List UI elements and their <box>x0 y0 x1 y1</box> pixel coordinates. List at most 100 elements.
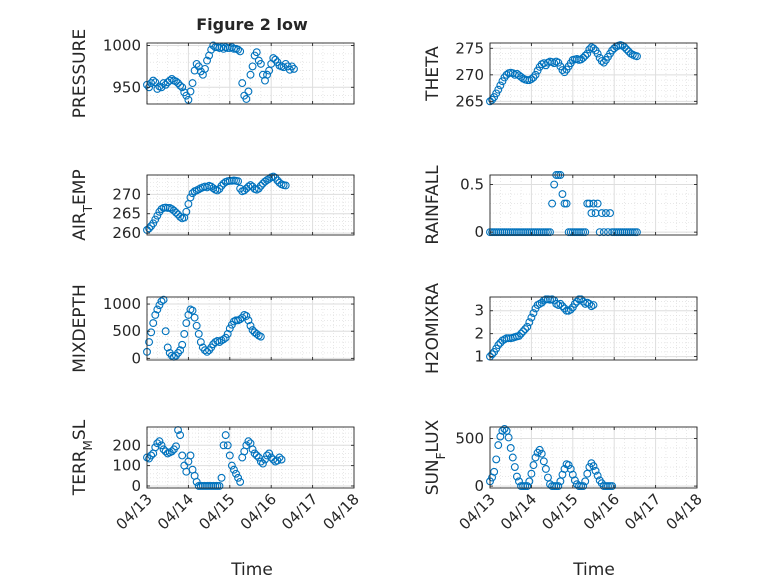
data-point <box>223 441 232 450</box>
data-point <box>620 228 629 237</box>
data-point <box>531 228 540 237</box>
x-tick-label: 04/15 <box>538 490 581 533</box>
data-point <box>533 228 542 237</box>
data-point <box>577 228 586 237</box>
data-point <box>523 322 532 331</box>
data-point <box>242 441 251 450</box>
y-axis-label: TERRMSL <box>70 419 95 496</box>
axes-frame <box>146 42 355 105</box>
x-tick-label: 04/14 <box>154 490 197 533</box>
data-point <box>155 437 164 446</box>
data-point <box>248 62 257 71</box>
subplot-4: 0 0.5 RAINFALL <box>423 165 698 245</box>
data-point <box>519 228 528 237</box>
xlabel-right: Time <box>572 560 615 580</box>
data-point <box>508 228 517 237</box>
data-point <box>562 306 571 315</box>
data-point <box>529 309 538 317</box>
data-point <box>510 228 519 237</box>
data-point <box>172 77 180 86</box>
data-point <box>201 482 209 490</box>
data-point <box>246 321 255 330</box>
data-point <box>527 469 536 478</box>
data-point <box>246 70 255 79</box>
data-point <box>157 83 166 92</box>
data-point <box>633 228 641 237</box>
data-point <box>529 461 538 470</box>
axes-frame <box>146 174 355 236</box>
data-point <box>626 228 635 237</box>
y-tick-label: 500 <box>455 429 484 447</box>
data-point <box>583 199 592 208</box>
data-point <box>147 328 156 337</box>
data-point <box>502 228 511 237</box>
data-point <box>558 302 567 311</box>
data-point <box>225 324 234 333</box>
data-point <box>244 87 253 96</box>
data-point <box>213 482 222 490</box>
data-point <box>575 295 583 304</box>
data-point <box>494 441 503 450</box>
data-point <box>234 473 243 482</box>
data-point <box>263 451 272 460</box>
data-point <box>517 482 525 491</box>
data-point <box>577 482 586 491</box>
data-point <box>579 482 588 491</box>
data-point <box>221 333 230 342</box>
y-axis-label: SUNFLUX <box>423 419 448 495</box>
data-point <box>579 53 588 62</box>
data-point <box>593 471 602 480</box>
data-point <box>548 199 557 208</box>
data-point <box>556 299 565 308</box>
data-point <box>566 305 575 314</box>
y-tick-label: 100 <box>112 457 141 475</box>
data-point <box>194 329 203 338</box>
data-point <box>252 329 261 338</box>
x-tick-label: 04/17 <box>278 490 321 533</box>
data-point <box>531 453 540 462</box>
data-point <box>610 228 619 237</box>
data-point <box>597 209 606 218</box>
data-point <box>541 228 550 237</box>
data-point <box>217 473 226 482</box>
data-point <box>601 209 610 218</box>
data-point <box>157 297 166 306</box>
data-point <box>525 477 534 486</box>
data-point <box>201 64 209 73</box>
data-point <box>252 451 261 460</box>
data-point <box>622 45 631 54</box>
data-point <box>227 461 236 470</box>
data-point <box>180 329 189 338</box>
data-point <box>525 318 534 327</box>
data-point <box>488 228 497 237</box>
data-point <box>244 316 253 325</box>
data-point <box>568 228 577 237</box>
data-point <box>188 306 197 315</box>
data-point <box>614 228 623 237</box>
data-point <box>232 469 240 478</box>
data-point <box>256 457 265 466</box>
data-point <box>515 228 523 237</box>
data-point <box>157 441 166 450</box>
data-point <box>587 209 596 218</box>
data-point <box>537 228 546 237</box>
data-point <box>527 75 536 84</box>
y-tick-label: 0 <box>474 223 484 241</box>
data-point <box>207 482 216 490</box>
data-point <box>186 87 195 96</box>
data-point <box>496 228 505 237</box>
data-point <box>149 76 158 85</box>
data-point <box>263 70 272 79</box>
x-tick-label: 04/14 <box>497 490 540 533</box>
data-point <box>236 47 245 56</box>
data-point <box>248 445 257 454</box>
data-point <box>190 313 199 322</box>
data-point <box>192 59 201 68</box>
data-point <box>198 482 207 490</box>
data-point <box>219 441 228 450</box>
data-point <box>203 482 211 490</box>
data-point <box>161 447 170 456</box>
data-point <box>548 482 557 491</box>
